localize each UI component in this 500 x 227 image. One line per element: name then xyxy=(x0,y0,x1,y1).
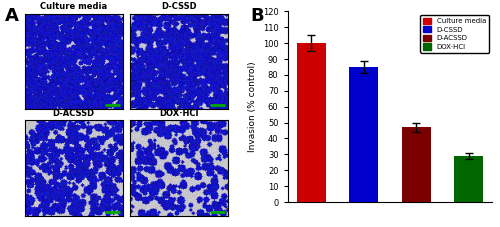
Bar xyxy=(350,67,378,202)
Text: D-CSSD: D-CSSD xyxy=(161,2,196,11)
Text: A: A xyxy=(5,7,19,25)
Bar xyxy=(297,43,326,202)
Legend: Culture media, D-CSSD, D-ACSSD, DOX·HCl: Culture media, D-CSSD, D-ACSSD, DOX·HCl xyxy=(420,15,489,53)
Text: Culture media: Culture media xyxy=(40,2,108,11)
Text: B: B xyxy=(250,7,264,25)
Y-axis label: Invasion (% control): Invasion (% control) xyxy=(248,61,257,152)
Text: DOX·HCl: DOX·HCl xyxy=(159,109,198,118)
Bar xyxy=(454,156,483,202)
Bar xyxy=(402,127,430,202)
Text: D-ACSSD: D-ACSSD xyxy=(52,109,95,118)
